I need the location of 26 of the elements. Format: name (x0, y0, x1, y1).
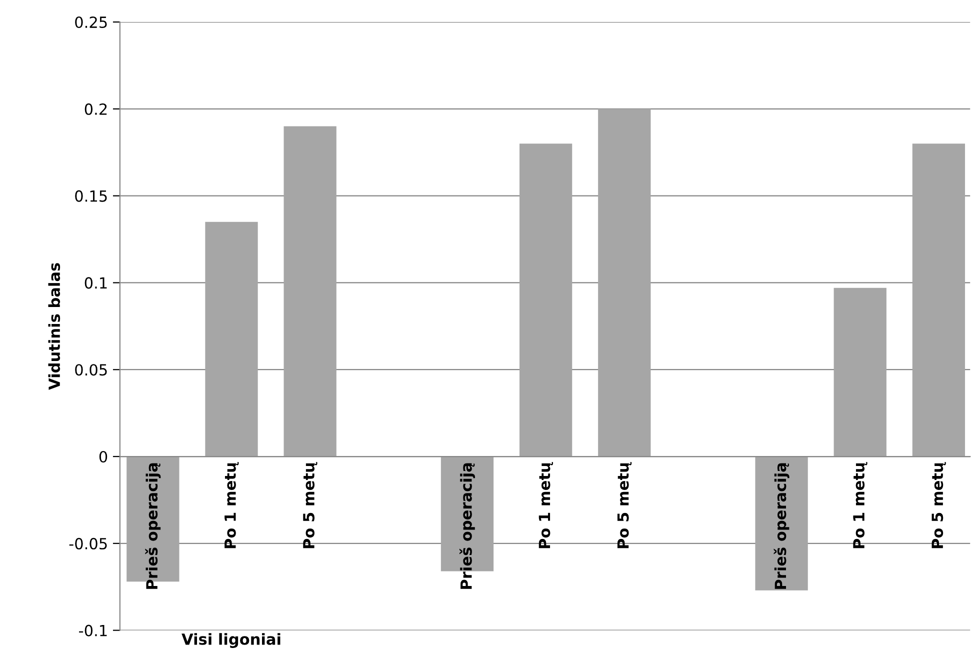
y-axis-title: Vidutinis balas (48, 263, 60, 390)
x-tick-label: Po 5 metų (617, 462, 632, 548)
bar (912, 144, 966, 457)
y-tick-label: 0.25 (75, 16, 107, 28)
x-tick-label: Po 5 metų (932, 462, 946, 548)
y-tick-label: 0.15 (75, 190, 107, 202)
bar (598, 108, 651, 457)
y-tick-label: 0.05 (75, 364, 107, 376)
x-tick-label: Prieš operaciją (459, 463, 475, 589)
y-tick-label: 0 (99, 450, 108, 463)
x-tick-label: Prieš operaciją (145, 463, 161, 589)
bar (755, 456, 808, 590)
bar (284, 126, 336, 457)
y-tick-label: -0.05 (69, 538, 107, 550)
x-tick-label: Po 1 metų (538, 462, 554, 548)
bar (519, 144, 572, 457)
x-tick-label: Po 1 metų (224, 462, 239, 548)
bar (205, 222, 258, 457)
x-tick-label: Prieš operaciją (774, 463, 790, 589)
x-tick-label: Po 1 metų (853, 462, 868, 548)
x-tick-label: Po 5 metų (303, 462, 318, 548)
y-tick-label: -0.1 (79, 624, 107, 636)
text: Visi ligoniai (182, 633, 280, 648)
y-tick-label: 0.2 (84, 103, 107, 115)
bar (834, 288, 886, 457)
y-tick-label: 0.1 (84, 277, 107, 289)
